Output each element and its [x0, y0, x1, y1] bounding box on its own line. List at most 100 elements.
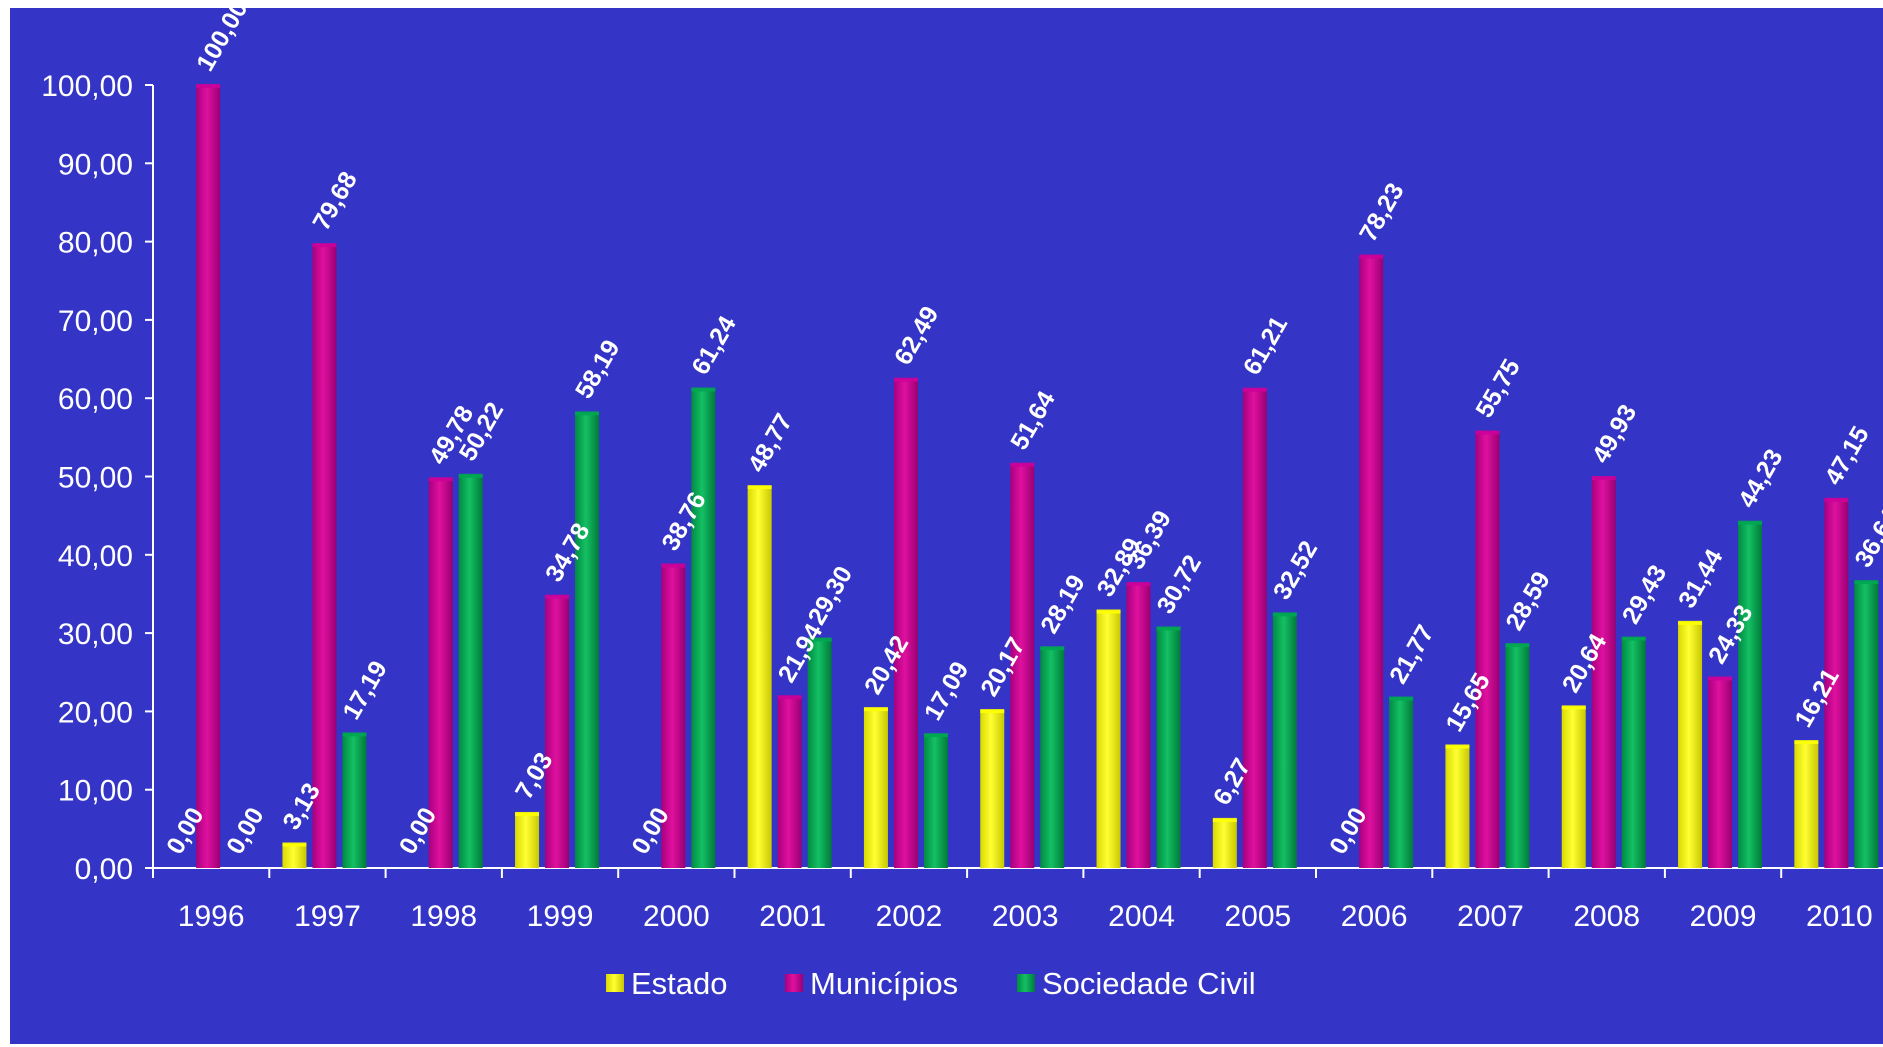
- x-tick-label: 1996: [178, 900, 245, 933]
- bar-sociedade-civil: [1738, 521, 1763, 868]
- x-tick-label: 1998: [410, 900, 477, 933]
- bar-sociedade-civil: [1505, 644, 1530, 868]
- x-axis: 1996 1997 1998 1999 2000 2001 2002 2003 2004 2005…: [152, 867, 1883, 933]
- data-label: 100,00: [191, 0, 253, 76]
- legend: Estado Municípios Sociedade Civil: [606, 966, 1256, 1001]
- data-label: 17,09: [919, 657, 975, 725]
- data-label: 28,59: [1500, 567, 1556, 635]
- bar-cap: [1126, 582, 1151, 587]
- y-tick-label: 100,00: [41, 70, 133, 103]
- bar-sociedade-civil: [1621, 637, 1646, 868]
- y-tick-label: 60,00: [58, 383, 133, 416]
- data-label: 32,52: [1268, 536, 1324, 604]
- data-label: 36,64: [1849, 504, 1883, 572]
- bar-estado: [1212, 818, 1237, 868]
- x-tick-label: 2009: [1690, 900, 1757, 933]
- bar-cap: [575, 411, 600, 416]
- bar-sociedade-civil: [458, 474, 483, 868]
- data-label: 79,68: [307, 167, 363, 235]
- data-label: 58,19: [570, 335, 626, 403]
- bar-cap: [1359, 254, 1384, 259]
- bar-cap: [312, 243, 337, 248]
- bar-municipios: [1010, 463, 1035, 868]
- y-tick-label: 40,00: [58, 540, 133, 573]
- bar-sociedade-civil: [1272, 613, 1297, 868]
- bar-cap: [1272, 612, 1297, 617]
- data-label: 62,49: [889, 302, 945, 370]
- x-tick-label: 2005: [1224, 900, 1291, 933]
- bar-cap: [342, 732, 367, 737]
- bar-sociedade-civil: [1156, 627, 1181, 868]
- x-tick-label: 1999: [527, 900, 594, 933]
- bar-cap: [893, 377, 918, 382]
- bar-estado: [1678, 621, 1703, 868]
- y-tick-label: 50,00: [58, 462, 133, 495]
- legend-label: Estado: [631, 966, 728, 1001]
- data-label: 61,24: [686, 311, 742, 379]
- bar-municipios: [661, 564, 686, 868]
- bar-sociedade-civil: [807, 638, 832, 868]
- bars: [196, 84, 1879, 869]
- bar-cap: [1621, 636, 1646, 641]
- bar-cap: [1475, 430, 1500, 435]
- bar-municipios: [312, 244, 337, 869]
- bar-cap: [1678, 620, 1703, 625]
- bar-cap: [777, 695, 802, 700]
- bar-municipios: [1242, 388, 1267, 868]
- x-tick-label: 2008: [1573, 900, 1640, 933]
- data-label: 78,23: [1354, 178, 1410, 246]
- y-tick-label: 30,00: [58, 618, 133, 651]
- y-tick-label: 0,00: [75, 853, 133, 886]
- bar-municipios: [1824, 498, 1849, 868]
- data-label: 30,72: [1151, 550, 1207, 618]
- legend-label: Sociedade Civil: [1042, 966, 1256, 1001]
- bar-cap: [1854, 580, 1879, 585]
- bar-cap: [1096, 609, 1121, 614]
- bar-municipios: [1591, 477, 1616, 868]
- bar-estado: [1096, 610, 1121, 868]
- bar-cap: [1040, 646, 1065, 651]
- bar-cap: [1561, 705, 1586, 710]
- bar-cap: [1010, 462, 1035, 467]
- legend-label: Municípios: [810, 966, 958, 1001]
- bar-cap: [196, 84, 221, 88]
- bar-cap: [691, 387, 716, 392]
- data-label: 48,77: [743, 409, 799, 477]
- x-tick-label: 2010: [1806, 900, 1873, 933]
- bar-estado: [747, 486, 772, 868]
- bar-estado: [980, 710, 1005, 868]
- y-tick-label: 20,00: [58, 696, 133, 729]
- bar-municipios: [196, 85, 221, 868]
- x-tick-label: 2003: [992, 900, 1059, 933]
- data-label: 51,64: [1005, 386, 1061, 454]
- bar-cap: [1794, 740, 1819, 745]
- x-tick-label: 2007: [1457, 900, 1524, 933]
- bar-cap: [661, 563, 686, 568]
- bar-sociedade-civil: [1389, 697, 1414, 868]
- legend-swatch: [1017, 974, 1035, 992]
- data-label: 29,43: [1617, 560, 1673, 628]
- bar-cap: [1591, 476, 1616, 481]
- data-label: 44,23: [1733, 444, 1789, 512]
- bar-cap: [282, 842, 307, 847]
- bar-cap: [1738, 520, 1763, 525]
- data-label: 28,19: [1035, 570, 1091, 638]
- bar-estado: [1794, 741, 1819, 868]
- bar-cap: [747, 485, 772, 490]
- data-label: 0,00: [221, 803, 270, 859]
- x-tick-label: 2001: [759, 900, 826, 933]
- data-label: 61,21: [1238, 311, 1294, 379]
- bar-estado: [282, 843, 307, 868]
- bar-estado: [863, 708, 888, 868]
- data-label: 31,44: [1673, 545, 1729, 613]
- bar-estado: [1445, 745, 1470, 868]
- data-label: 47,15: [1819, 422, 1875, 490]
- x-tick-label: 2006: [1341, 900, 1408, 933]
- y-tick-label: 10,00: [58, 775, 133, 808]
- y-tick-label: 80,00: [58, 227, 133, 260]
- bar-sociedade-civil: [575, 412, 600, 868]
- bar-cap: [980, 709, 1005, 714]
- legend-swatch: [606, 974, 624, 992]
- data-label: 49,93: [1587, 400, 1643, 468]
